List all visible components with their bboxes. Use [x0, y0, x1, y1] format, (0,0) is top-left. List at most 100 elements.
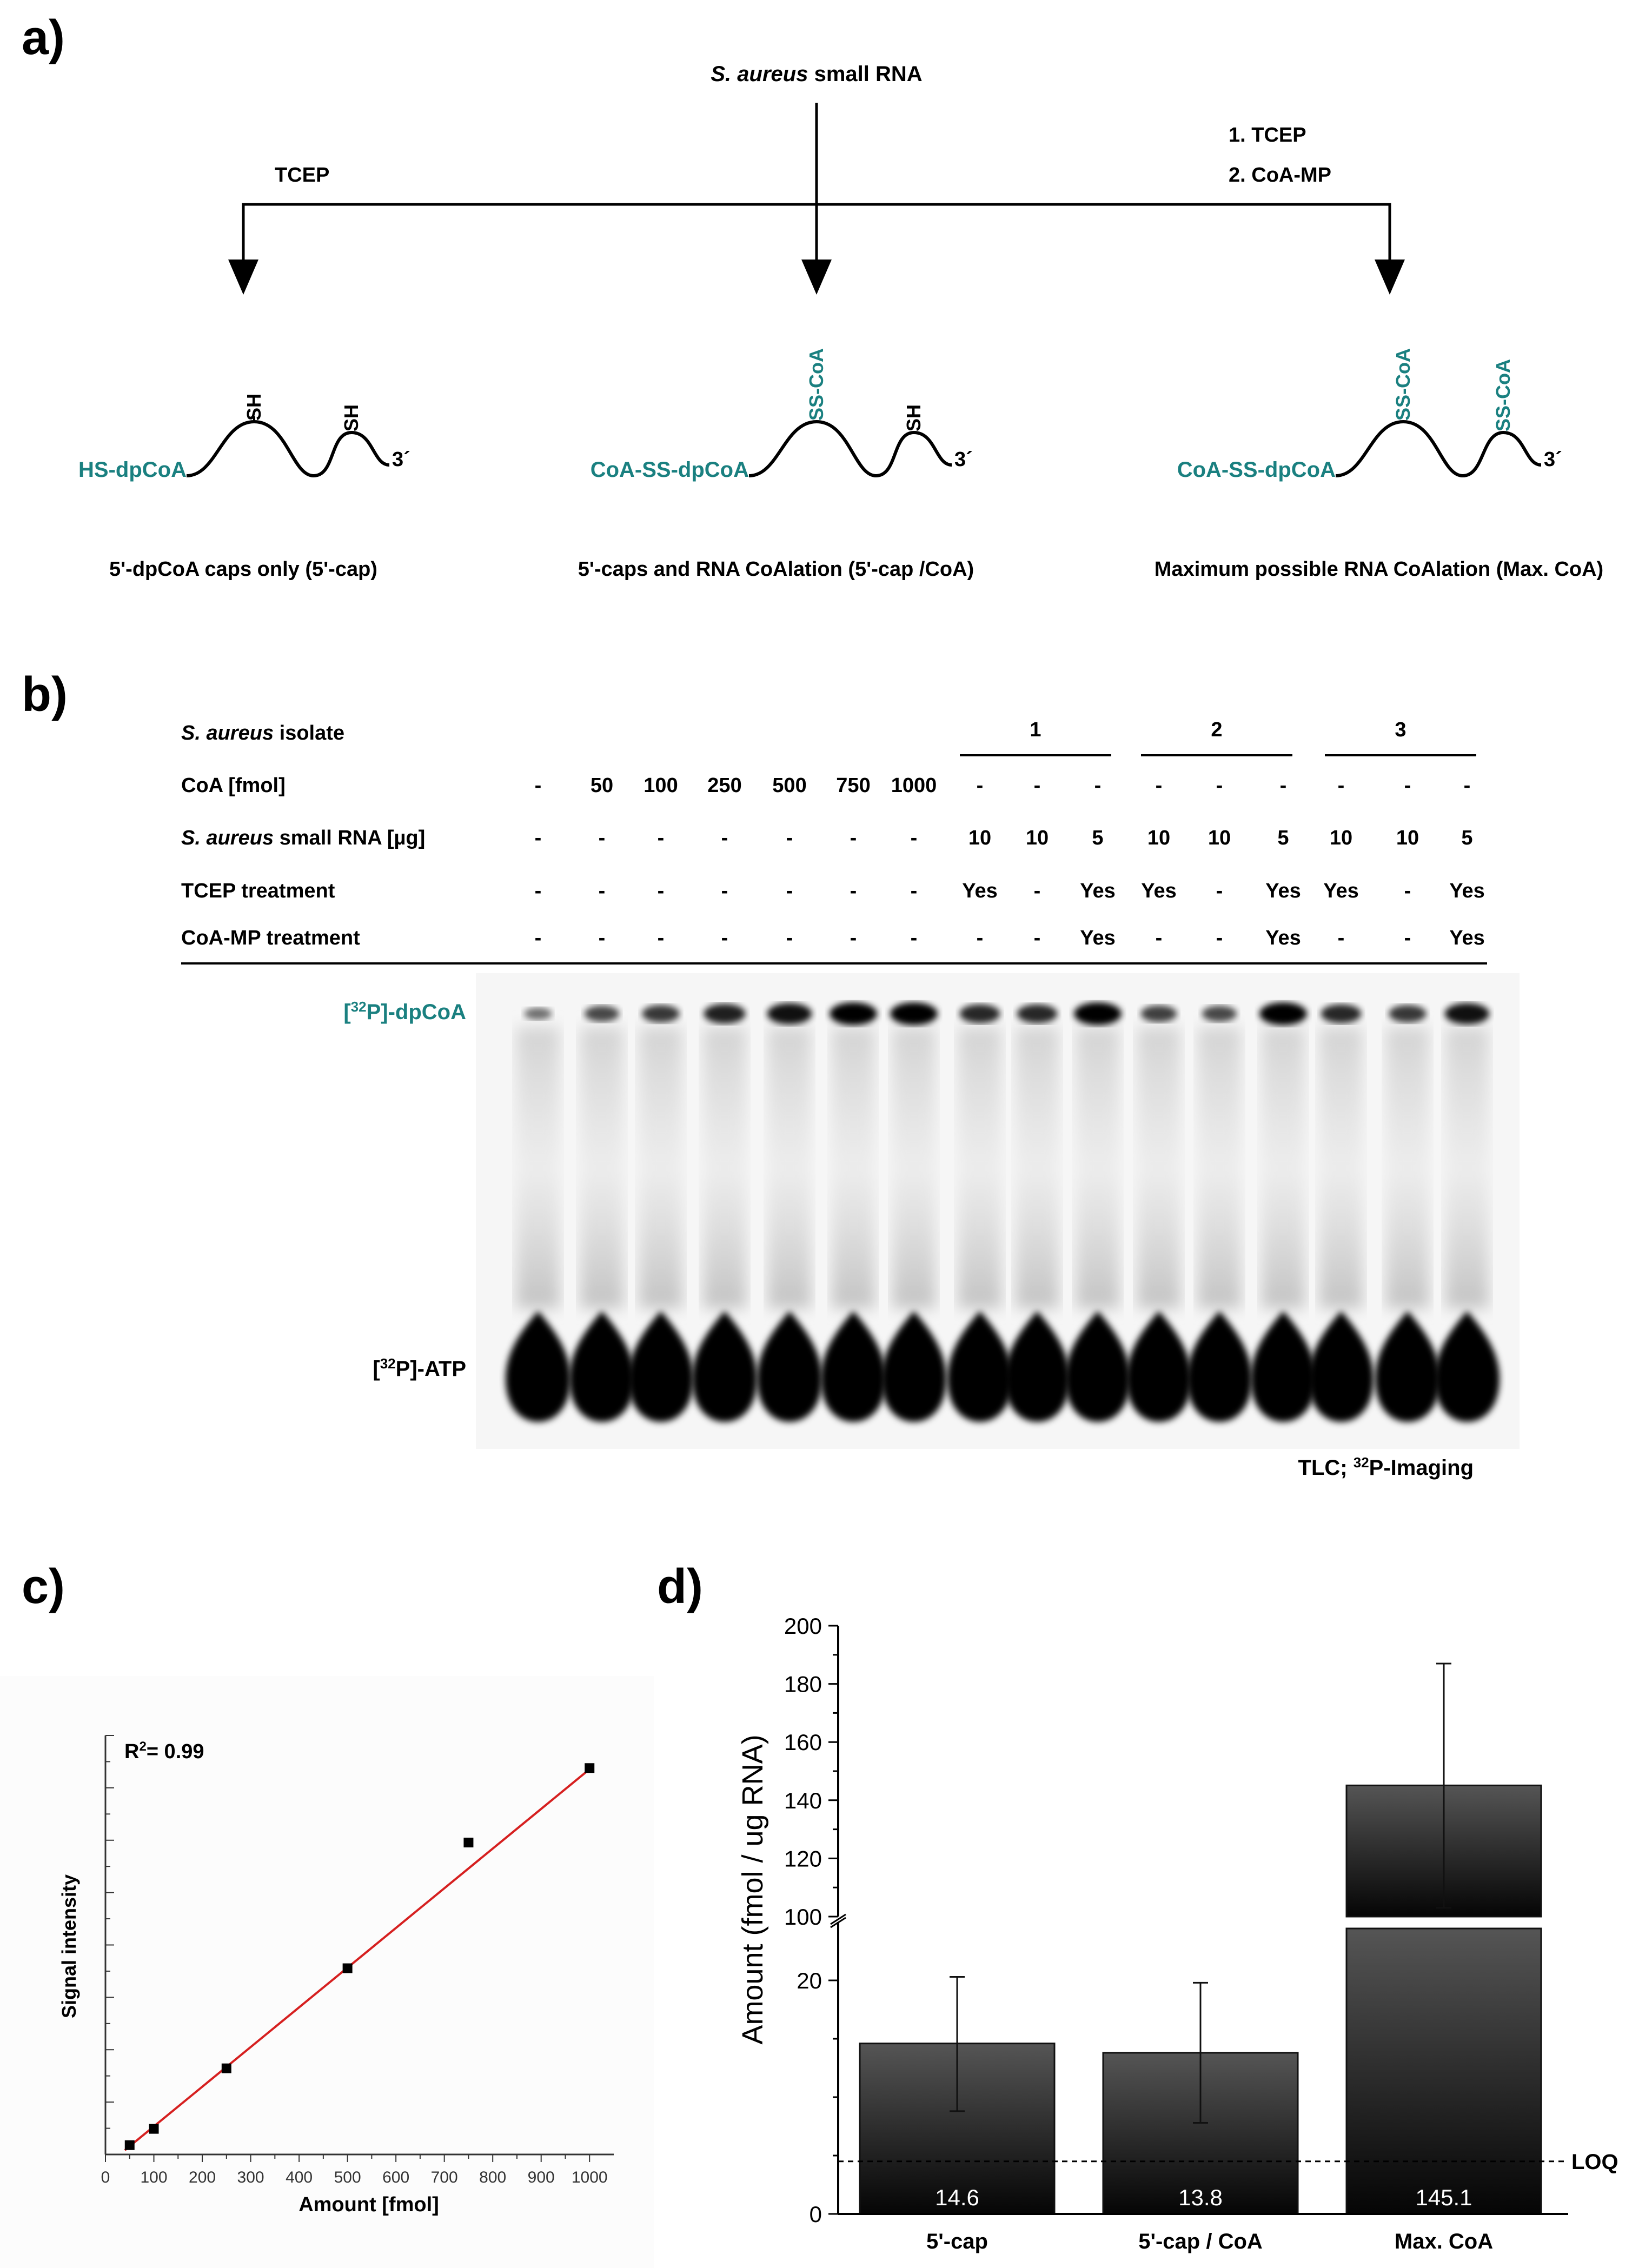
treatment-step-2: 2. CoA-MP	[1229, 164, 1331, 187]
lane-streak	[1262, 1027, 1305, 1308]
dpcoa-band	[767, 1003, 812, 1025]
lane-cell: -	[1404, 927, 1411, 949]
lane-streak	[768, 1027, 811, 1308]
data-point	[149, 2124, 159, 2134]
y-axis-label: Amount (fmol / ug RNA)	[737, 1734, 769, 2044]
x-tick-label: 700	[431, 2169, 458, 2186]
lane-cell: 5	[1092, 827, 1103, 849]
mod-1: SS-CoA	[1392, 348, 1414, 421]
lane-cell: -	[786, 827, 793, 849]
x-tick-label: 500	[334, 2169, 361, 2186]
atp-band	[1309, 1311, 1374, 1422]
atp-band	[692, 1311, 757, 1422]
lane-cell: -	[850, 927, 857, 949]
lane-cell: -	[1034, 774, 1041, 797]
lane-cell: -	[599, 827, 606, 849]
lane-cell: Yes	[1265, 880, 1301, 902]
lane-cell: -	[1216, 927, 1223, 949]
lane-cell: -	[1216, 774, 1223, 797]
lane-cell: Yes	[962, 880, 998, 902]
band-label-atp: [32P]-ATP	[373, 1355, 466, 1381]
bar-value-label: 14.6	[935, 2185, 979, 2210]
lane-cell: 10	[1396, 827, 1419, 849]
lane-cell: -	[658, 880, 665, 902]
isolate-1-label: 1	[1030, 719, 1041, 741]
lane-cell: -	[1156, 927, 1163, 949]
atp-band	[947, 1311, 1012, 1422]
lane-streak	[639, 1027, 682, 1308]
lane-cell: 5	[1461, 827, 1472, 849]
mod-2: SH	[903, 404, 925, 431]
x-tick-label: 800	[479, 2169, 506, 2186]
lane-cell: -	[1404, 774, 1411, 797]
source-title: S. aureus small RNA	[711, 62, 922, 86]
x-tick-label: 900	[528, 2169, 555, 2186]
atp-band	[1435, 1311, 1500, 1422]
arrow-middle-icon	[801, 260, 832, 295]
rna-wave	[1335, 420, 1542, 478]
atp-band	[821, 1311, 886, 1422]
band-label-dpcoa: [32P]-dpCoA	[343, 999, 466, 1024]
tlc-lanes	[506, 1002, 1500, 1422]
lane-cell: Yes	[1080, 927, 1116, 949]
lane-cell: -	[658, 927, 665, 949]
lane-cell: -	[535, 774, 542, 797]
arrowheads	[228, 260, 1405, 295]
strand-caption: 5'-dpCoA caps only (5'-cap)	[109, 558, 377, 581]
dpcoa-band	[1202, 1006, 1237, 1022]
lane-cell: -	[1464, 774, 1471, 797]
amount-bar-chart: 14.6 5'-cap 13.8 5'-cap / CoA 145.1 Max. CoA L…	[784, 1613, 1618, 2253]
panel-c-background	[0, 1676, 654, 2268]
lane-streak	[958, 1027, 1001, 1308]
atp-band	[506, 1311, 570, 1422]
lane-cell: -	[721, 827, 728, 849]
panel-a-label: a)	[22, 11, 65, 65]
x-tick-label: 0	[101, 2169, 110, 2186]
lane-streak	[892, 1027, 936, 1308]
lane-cell: -	[535, 880, 542, 902]
lane-cell: 500	[772, 774, 806, 797]
atp-band	[1187, 1311, 1252, 1422]
cap-label: CoA-SS-dpCoA	[591, 458, 749, 482]
mod-1: SS-CoA	[805, 348, 827, 421]
bar-value-label: 145.1	[1415, 2185, 1472, 2210]
lane-cell: Yes	[1323, 880, 1359, 902]
rna-strand-middle: CoA-SS-dpCoA SS-CoA SH 3´ 5'-caps and RN…	[578, 348, 974, 581]
lane-cell: Yes	[1449, 927, 1485, 949]
x-tick-label: 300	[237, 2169, 264, 2186]
dpcoa-band	[959, 1004, 1000, 1023]
lane-cell: -	[1280, 774, 1287, 797]
lane-cell: 1000	[891, 774, 937, 797]
x-tick-label: 600	[382, 2169, 409, 2186]
lane-streak	[516, 1027, 560, 1308]
strand-end: 3´	[392, 448, 410, 471]
y-tick-label: 160	[784, 1730, 822, 1755]
data-point	[342, 1963, 353, 1973]
rna-wave	[186, 420, 390, 478]
y-tick-label: 200	[784, 1613, 822, 1639]
lane-streak	[1445, 1027, 1489, 1308]
lane-cell: 50	[591, 774, 613, 797]
lane-cell: Yes	[1265, 927, 1301, 949]
panel-d-label: d)	[657, 1560, 703, 1614]
lane-cell: 10	[1330, 827, 1352, 849]
lane-cell: -	[599, 927, 606, 949]
x-tick-label: 200	[189, 2169, 216, 2186]
mod-1: SH	[243, 394, 265, 421]
lane-cell: -	[1404, 880, 1411, 902]
panel-a: a) S. aureus small RNA TCEP 1. TCEP 2. C…	[22, 11, 1603, 581]
y-tick-label: 180	[784, 1672, 822, 1697]
loq-label: LOQ	[1571, 2150, 1618, 2174]
lane-cell: -	[1156, 774, 1163, 797]
lane-cell: Yes	[1141, 880, 1177, 902]
category-label: 5'-cap / CoA	[1138, 2230, 1263, 2253]
lane-cell: -	[977, 774, 984, 797]
lane-cell: -	[1216, 880, 1223, 902]
atp-band	[1126, 1311, 1191, 1422]
lane-cell: -	[911, 880, 918, 902]
dpcoa-band	[524, 1007, 552, 1020]
x-axis-label: Amount [fmol]	[298, 2193, 439, 2216]
lane-cell: -	[535, 827, 542, 849]
mod-2: SS-CoA	[1492, 359, 1514, 431]
lane-cell: 10	[1147, 827, 1170, 849]
